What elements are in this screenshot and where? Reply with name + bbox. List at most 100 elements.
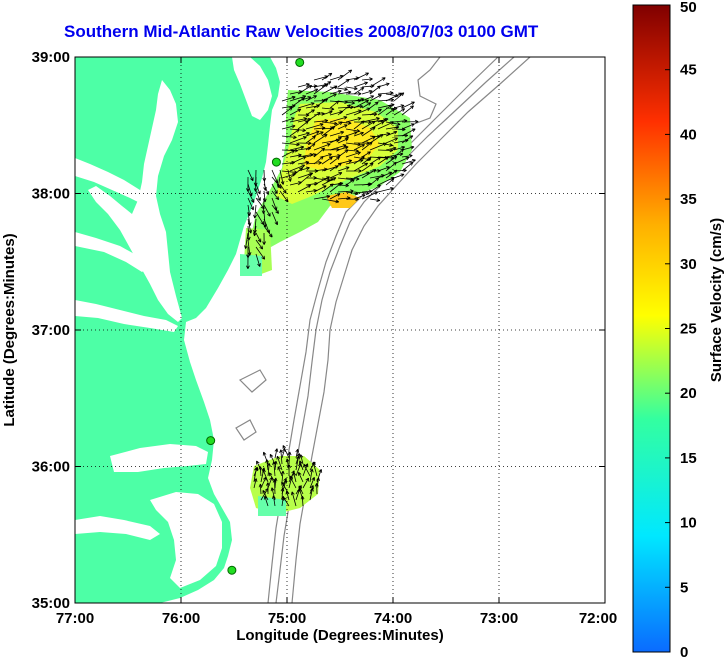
velocity-arrow [281, 95, 296, 102]
velocity-arrow [321, 183, 334, 193]
velocity-arrow [297, 102, 315, 109]
velocity-arrow [273, 460, 278, 471]
velocity-arrow [337, 104, 351, 116]
velocity-arrow [393, 145, 406, 151]
velocity-arrow [329, 182, 342, 193]
velocity-arrow [377, 117, 389, 123]
velocity-arrow [393, 173, 405, 179]
velocity-arrow [281, 117, 295, 123]
velocity-arrow [265, 459, 269, 471]
y-tick-label: 35:00 [32, 595, 70, 612]
velocity-arrow [309, 468, 314, 483]
velocity-arrow [313, 194, 331, 200]
velocity-arrow [297, 131, 310, 137]
velocity-arrow [271, 495, 276, 507]
velocity-arrow [255, 190, 261, 202]
velocity-arrow [305, 143, 316, 151]
velocity-arrow [385, 146, 397, 151]
velocity-arrow [353, 156, 365, 165]
velocity-arrow [263, 495, 269, 507]
velocity-arrow [312, 461, 318, 477]
velocity-arrow [369, 101, 379, 109]
velocity-arrow [309, 477, 315, 489]
velocity-arrow [313, 143, 331, 151]
velocity-arrow [313, 133, 328, 144]
station-marker [227, 565, 237, 575]
velocity-arrow [255, 239, 264, 250]
velocity-arrow [345, 151, 361, 158]
velocity-arrow [361, 162, 374, 172]
velocity-arrow [321, 85, 338, 95]
velocity-arrow [329, 172, 343, 179]
velocity-arrow [295, 463, 302, 477]
colorbar-tick-label: 30 [680, 256, 697, 273]
velocity-arrow [276, 176, 281, 188]
velocity-arrow [321, 121, 338, 126]
velocity-arrow [401, 154, 413, 158]
colorbar-tick-label: 15 [680, 450, 697, 467]
velocity-arrow [271, 190, 280, 201]
y-tick-label: 36:00 [32, 459, 70, 476]
velocity-arrow [313, 176, 330, 186]
velocity-arrow [353, 162, 369, 172]
colorbar-tick-label: 25 [680, 321, 697, 338]
velocity-arrow [305, 135, 316, 144]
velocity-arrow [279, 183, 287, 194]
velocity-arrow [361, 126, 376, 137]
velocity-arrow [369, 198, 381, 202]
velocity-arrow [298, 471, 304, 483]
velocity-arrow [345, 109, 362, 116]
velocity-arrow [321, 107, 335, 111]
rappahannock-river [75, 232, 148, 272]
velocity-arrow [305, 153, 317, 158]
velocity-arrow [369, 85, 381, 95]
velocity-arrow [281, 148, 299, 153]
velocity-arrow [258, 483, 263, 495]
velocity-arrow [321, 177, 337, 186]
velocity-arrow [345, 176, 360, 181]
tick-marks [75, 57, 605, 603]
velocity-arrow [297, 120, 309, 130]
velocity-arrow [393, 92, 405, 102]
velocity-arrow [393, 104, 405, 109]
velocity-arrow [263, 204, 271, 217]
velocity-arrow [266, 482, 270, 495]
velocity-arrow [279, 190, 289, 203]
velocity-arrow [246, 253, 250, 269]
pamlico-river [75, 516, 160, 540]
velocity-arrow [305, 123, 324, 130]
velocity-arrow [247, 190, 255, 203]
colorbar-tick-label: 35 [680, 191, 697, 208]
velocity-arrow [385, 152, 404, 158]
velocity-arrow [401, 123, 415, 130]
velocity-arrow [244, 232, 249, 249]
velocity-arrow [329, 116, 348, 123]
y-axis-label: Latitude (Degrees:Minutes) [1, 233, 18, 426]
velocity-arrow [321, 93, 337, 102]
velocity-arrow [385, 156, 398, 165]
velocity-arrow [289, 129, 300, 137]
velocity-arrow [337, 69, 353, 81]
velocity-arrow [369, 133, 384, 144]
velocity-arrow [345, 117, 362, 123]
velocity-arrow [377, 156, 389, 165]
velocity-arrow [337, 166, 350, 172]
james-river [75, 300, 178, 332]
colorbar-tick-label: 45 [680, 62, 697, 79]
velocity-arrow [276, 455, 283, 471]
velocity-arrow [401, 128, 416, 137]
velocity-arrow [285, 490, 290, 501]
velocity-arrow [353, 72, 369, 81]
velocity-arrow [329, 137, 342, 144]
velocity-arrow [369, 177, 380, 186]
velocity-arrow [303, 463, 311, 477]
velocity-arrow [316, 477, 320, 489]
velocity-arrow [305, 161, 322, 165]
x-tick-label: 75:00 [268, 610, 306, 627]
velocity-arrow [289, 136, 307, 144]
velocity-arrow [263, 225, 273, 238]
colorbar-label: Surface Velocity (cm/s) [708, 218, 724, 382]
velocity-arrow [361, 169, 377, 179]
colorbar-tick-label: 0 [680, 644, 688, 659]
velocity-arrow [329, 162, 342, 172]
